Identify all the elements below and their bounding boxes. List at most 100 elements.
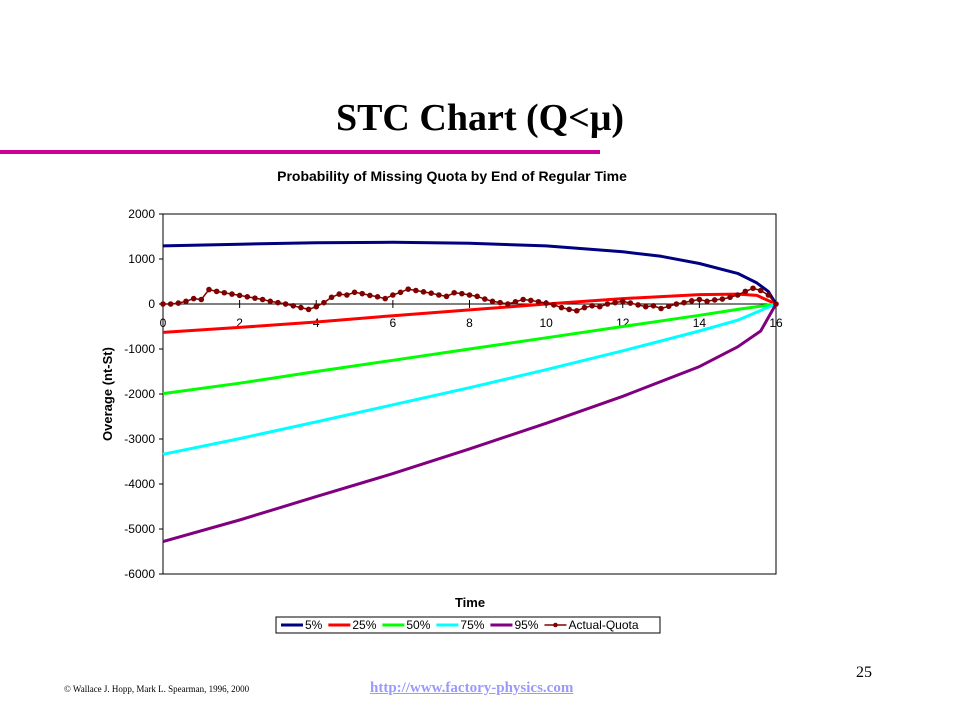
data-point <box>229 291 235 297</box>
data-point <box>558 304 565 311</box>
x-tick-label: 16 <box>769 316 783 330</box>
data-point <box>428 290 434 297</box>
data-point <box>451 289 457 296</box>
data-point <box>497 299 503 306</box>
data-point <box>252 295 258 301</box>
x-tick-label: 6 <box>390 316 397 330</box>
legend-label-actual-quota: Actual-Quota <box>568 618 638 632</box>
legend-label-95-: 95% <box>514 618 538 632</box>
data-point <box>405 286 412 292</box>
data-point <box>190 295 197 302</box>
data-point <box>727 294 733 301</box>
series-lines <box>160 240 779 544</box>
data-point <box>658 305 664 312</box>
data-point <box>627 300 634 306</box>
data-point <box>635 302 641 308</box>
y-axis-label: Overage (nt-St) <box>100 347 115 441</box>
data-point <box>175 300 182 306</box>
plot-area <box>162 213 777 575</box>
data-point <box>650 303 657 309</box>
data-point <box>206 286 212 293</box>
data-point <box>696 296 703 303</box>
y-tick-label: -3000 <box>124 432 155 446</box>
data-point <box>528 297 534 304</box>
data-point <box>742 288 749 295</box>
data-point <box>290 303 297 309</box>
data-point <box>681 299 687 306</box>
data-point <box>374 294 381 300</box>
data-point <box>642 303 649 310</box>
data-point <box>221 289 228 296</box>
data-point <box>313 303 320 310</box>
legend-label-25-: 25% <box>352 618 376 632</box>
data-point <box>183 298 189 305</box>
x-tick-label: 0 <box>160 316 167 330</box>
data-point <box>328 294 335 301</box>
data-point <box>367 292 373 299</box>
chart-title: Probability of Missing Quota by End of R… <box>277 168 627 184</box>
chart-legend: 5% 25% 50% 75% 95% Actual-Quota <box>275 616 661 634</box>
copyright-text: © Wallace J. Hopp, Mark L. Spearman, 199… <box>64 684 250 694</box>
data-point <box>573 307 580 314</box>
data-point <box>420 289 427 295</box>
data-point <box>305 306 312 313</box>
x-axis-label: Time <box>455 595 485 610</box>
data-point <box>589 303 595 309</box>
data-point <box>520 296 526 303</box>
data-point <box>198 296 205 303</box>
data-point <box>750 285 756 292</box>
series-line-5- <box>162 240 778 305</box>
data-point <box>665 303 672 310</box>
x-tick-label: 14 <box>693 316 707 330</box>
data-point <box>459 290 465 297</box>
data-point <box>259 296 266 303</box>
data-point <box>489 298 496 305</box>
y-tick-label: -6000 <box>124 567 155 581</box>
y-tick-label: -4000 <box>124 477 155 491</box>
data-point <box>382 295 389 302</box>
data-point <box>267 298 274 305</box>
legend-label-5-: 5% <box>305 618 323 632</box>
data-point <box>482 296 488 302</box>
data-point <box>436 292 442 298</box>
data-point <box>704 298 710 305</box>
data-point <box>344 292 350 298</box>
y-tick-label: 2000 <box>128 207 155 221</box>
data-point <box>474 293 480 300</box>
data-point <box>612 299 618 306</box>
data-point <box>688 298 695 304</box>
series-line-50- <box>162 302 777 396</box>
data-point <box>566 306 572 313</box>
data-point <box>512 298 519 305</box>
x-tick-label: 2 <box>236 316 243 330</box>
data-point <box>711 297 718 303</box>
data-point <box>160 301 166 307</box>
data-point <box>535 298 542 305</box>
series-line-75- <box>162 302 777 456</box>
series-line-95- <box>162 303 778 544</box>
data-point <box>351 289 358 296</box>
data-point <box>543 300 549 306</box>
page-number: 25 <box>856 664 872 681</box>
data-point <box>765 292 772 298</box>
legend-box <box>275 616 661 634</box>
data-point <box>167 301 174 307</box>
website-link[interactable]: http://www.factory-physics.com <box>370 680 574 696</box>
data-point <box>505 301 511 307</box>
data-point <box>213 288 220 295</box>
data-point <box>397 289 404 296</box>
data-point <box>236 292 243 299</box>
slide-title: STC Chart (Q<μ) <box>335 97 625 139</box>
y-tick-label: 0 <box>148 297 155 311</box>
legend-label-75-: 75% <box>460 618 484 632</box>
data-point <box>390 292 396 298</box>
y-tick-label: -1000 <box>124 342 155 356</box>
data-point <box>619 298 626 305</box>
data-point <box>757 287 764 294</box>
data-point <box>443 293 450 300</box>
data-point <box>282 301 289 307</box>
data-point <box>596 303 603 310</box>
data-point <box>581 304 588 311</box>
data-point <box>604 301 611 307</box>
